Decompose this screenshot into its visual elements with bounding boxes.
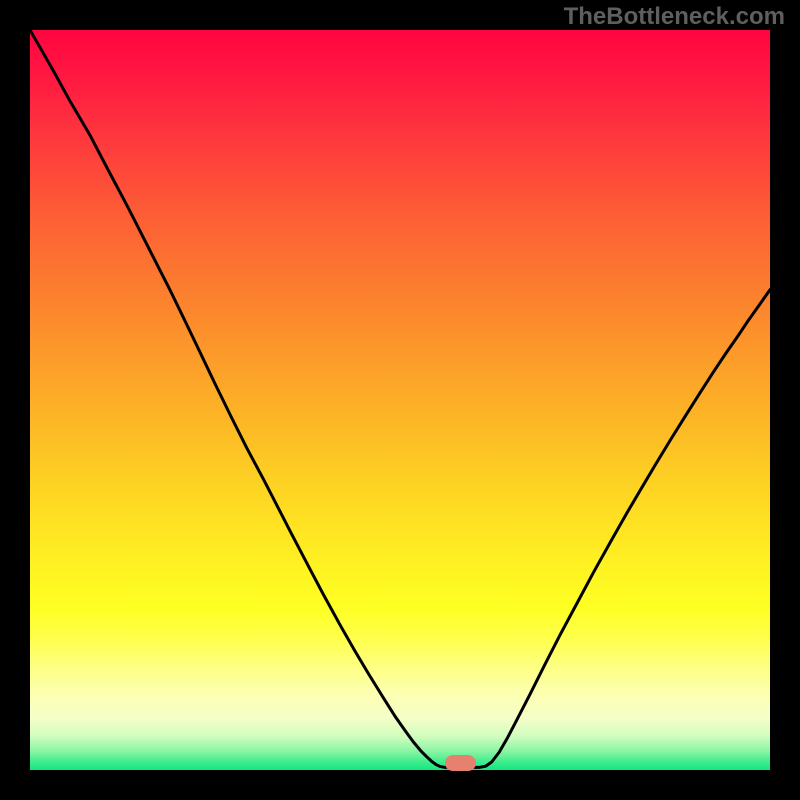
chart-frame: TheBottleneck.com (0, 0, 800, 800)
plot-area (30, 30, 770, 770)
bottleneck-curve (30, 30, 770, 770)
optimum-marker (445, 755, 476, 771)
watermark-text: TheBottleneck.com (564, 3, 785, 31)
